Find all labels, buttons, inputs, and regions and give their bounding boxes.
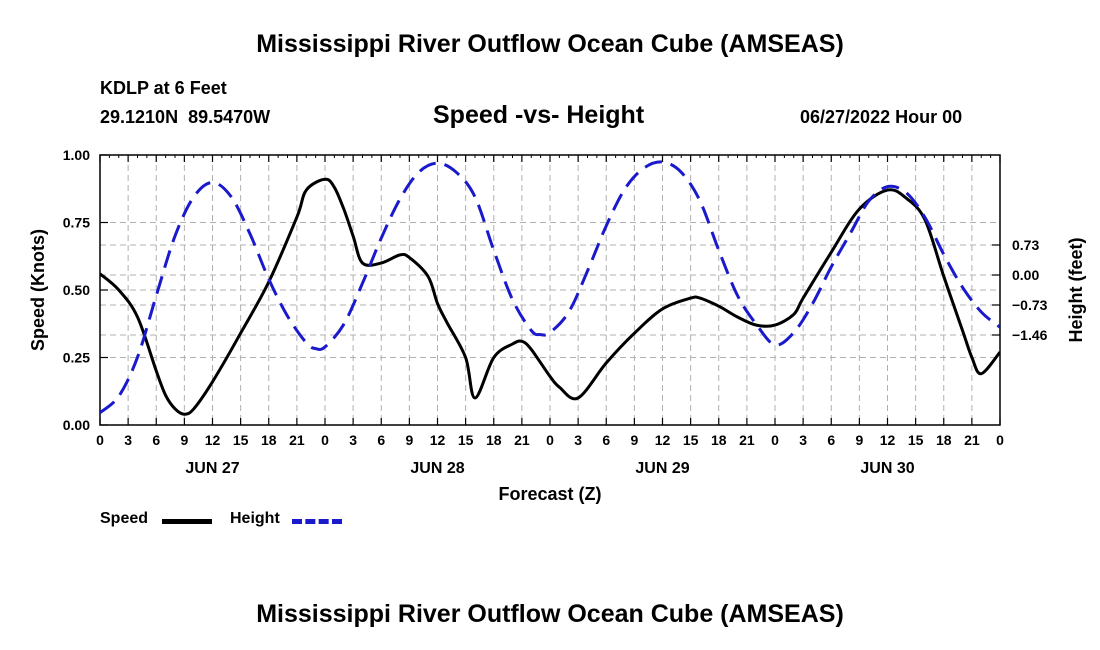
day-label: JUN 28 <box>410 460 464 477</box>
y-tick-label: 0.25 <box>63 350 90 366</box>
x-tick-label: 12 <box>430 432 446 448</box>
x-tick-label: 15 <box>683 432 699 448</box>
legend-height-line <box>292 519 342 524</box>
x-tick-label: 18 <box>711 432 727 448</box>
chart-subtitle: Speed -vs- Height <box>433 101 645 129</box>
x-tick-label: 18 <box>936 432 952 448</box>
y2-tick-label: 0.00 <box>1012 267 1039 283</box>
x-tick-label: 0 <box>996 432 1004 448</box>
x-tick-label: 0 <box>546 432 554 448</box>
x-tick-label: 15 <box>458 432 474 448</box>
x-tick-label: 6 <box>377 432 385 448</box>
x-tick-label: 21 <box>289 432 305 448</box>
page-title: Mississippi River Outflow Ocean Cube (AM… <box>256 30 844 58</box>
y2-tick-label: 0.73 <box>1012 237 1039 253</box>
x-tick-label: 0 <box>96 432 104 448</box>
y-tick-label: 1.00 <box>63 147 90 163</box>
x-tick-label: 21 <box>964 432 980 448</box>
forecast-datetime: 06/27/2022 Hour 00 <box>800 107 963 127</box>
x-tick-label: 21 <box>739 432 755 448</box>
y-axis-title: Speed (Knots) <box>28 229 48 351</box>
station-label: KDLP at 6 Feet <box>100 78 227 98</box>
x-tick-label: 9 <box>180 432 188 448</box>
x-tick-label: 3 <box>799 432 807 448</box>
day-label: JUN 29 <box>635 460 689 477</box>
x-tick-label: 6 <box>152 432 160 448</box>
legend-speed-line <box>162 519 212 524</box>
x-tick-label: 9 <box>630 432 638 448</box>
x-tick-label: 9 <box>405 432 413 448</box>
x-tick-label: 9 <box>855 432 863 448</box>
x-tick-label: 12 <box>880 432 896 448</box>
coordinates-label: 29.1210N 89.5470W <box>100 107 271 127</box>
x-tick-label: 6 <box>602 432 610 448</box>
x-tick-label: 18 <box>261 432 277 448</box>
x-tick-label: 12 <box>655 432 671 448</box>
x-tick-label: 15 <box>908 432 924 448</box>
y-tick-label: 0.75 <box>63 215 90 231</box>
x-tick-label: 21 <box>514 432 530 448</box>
x-tick-label: 3 <box>574 432 582 448</box>
series-line-speed <box>100 177 1000 416</box>
x-tick-label: 3 <box>349 432 357 448</box>
y-tick-label: 0.50 <box>63 282 90 298</box>
footer-title: Mississippi River Outflow Ocean Cube (AM… <box>256 600 844 628</box>
y2-axis-title: Height (feet) <box>1066 238 1086 343</box>
day-label: JUN 30 <box>860 460 914 477</box>
y2-tick-label: −0.73 <box>1012 297 1048 313</box>
y2-tick-label: −1.46 <box>1012 327 1048 343</box>
series-line-height <box>100 160 1000 414</box>
x-tick-label: 0 <box>321 432 329 448</box>
x-tick-label: 3 <box>124 432 132 448</box>
legend-height-label: Height <box>230 510 280 527</box>
legend-speed-label: Speed <box>100 510 149 527</box>
speed-height-chart: 0 3 6 9 12 15 18 21 0 3 6 9 12 15 18 21 0 3 6 9 12 15 18 21 0 3 6 9… <box>28 147 1086 504</box>
x-tick-label: 15 <box>233 432 249 448</box>
x-tick-label: 0 <box>771 432 779 448</box>
x-axis-title: Forecast (Z) <box>498 484 601 504</box>
day-label: JUN 27 <box>185 460 239 477</box>
x-tick-label: 18 <box>486 432 502 448</box>
x-tick-label: 6 <box>827 432 835 448</box>
x-tick-label: 12 <box>205 432 221 448</box>
y-tick-label: 0.00 <box>63 417 90 433</box>
